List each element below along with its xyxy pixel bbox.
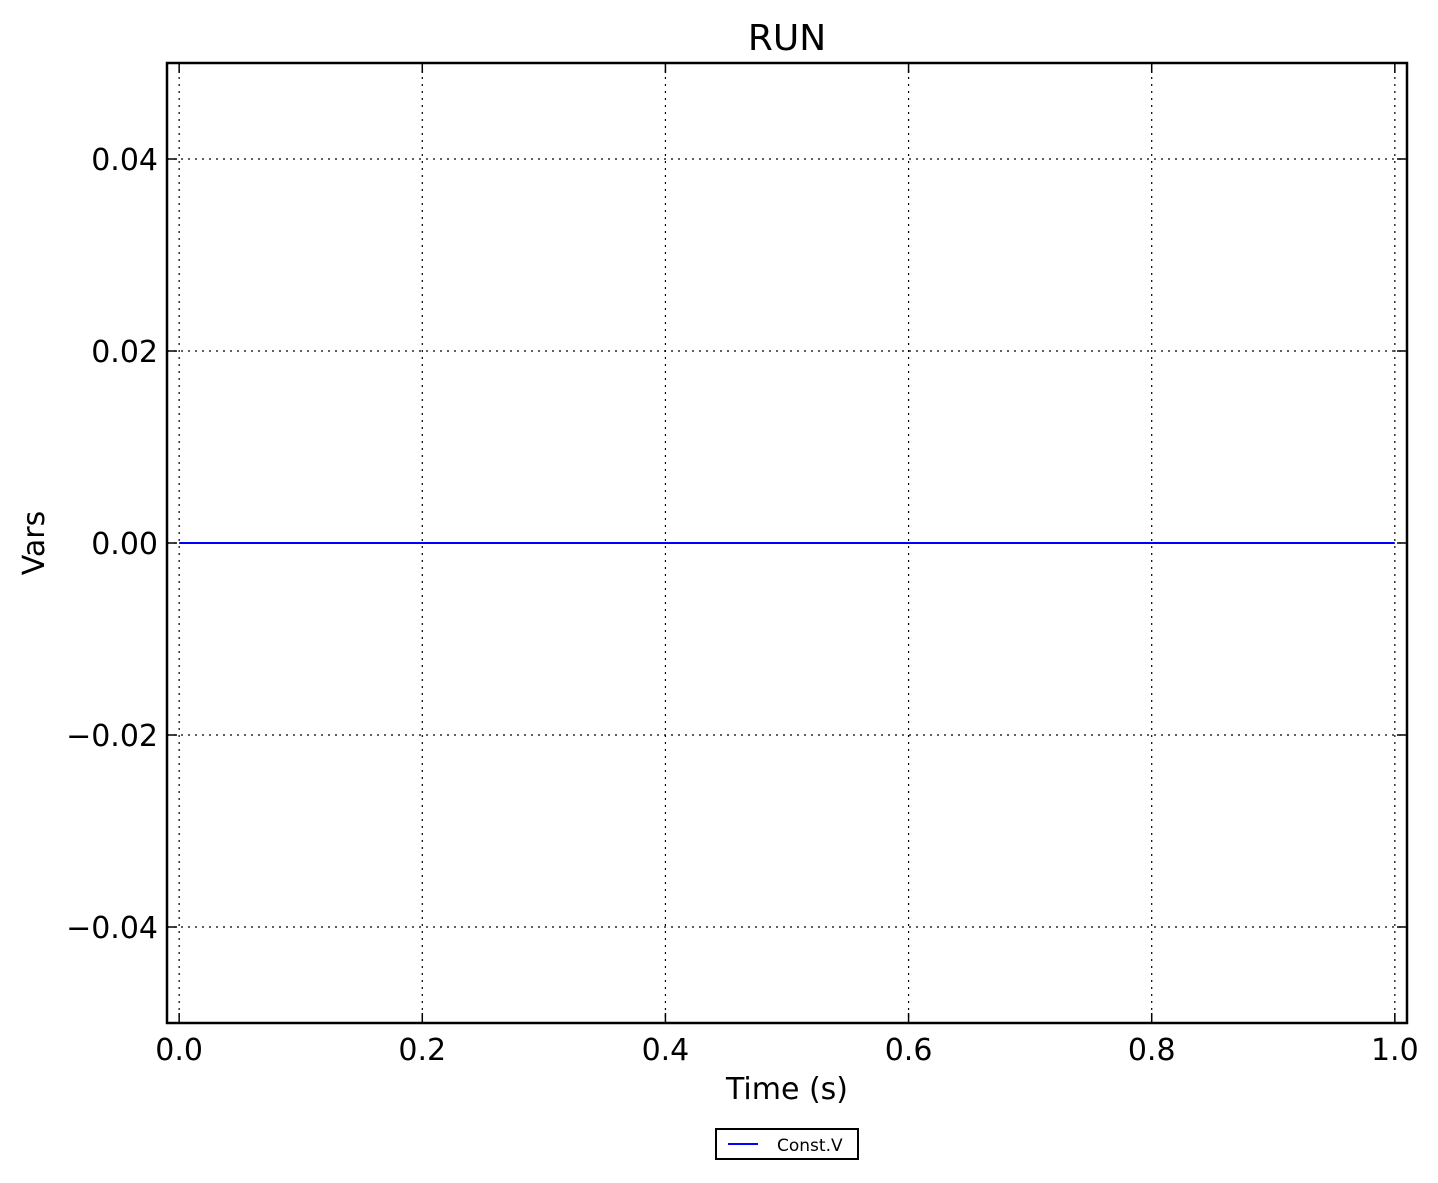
- y-tick-label: −0.04: [66, 911, 158, 946]
- x-tick-label: 0.0: [155, 1033, 203, 1068]
- x-tick-label: 0.4: [642, 1033, 690, 1068]
- y-tick-label: −0.02: [66, 719, 158, 754]
- x-axis-label: Time (s): [725, 1072, 848, 1107]
- ticks: 0.0 0.2 0.4 0.6 0.8 1.0 −0.04 −0.02 0.00 0.02 0.04: [66, 63, 1419, 1068]
- y-tick-label: 0.00: [91, 527, 158, 562]
- legend: Const.V: [715, 1128, 859, 1160]
- grid: [167, 63, 1407, 1023]
- x-tick-label: 0.6: [885, 1033, 933, 1068]
- y-axis-label: Vars: [17, 511, 52, 576]
- y-tick-label: 0.02: [91, 335, 158, 370]
- chart-title: RUN: [748, 18, 826, 59]
- y-tick-label: 0.04: [91, 143, 158, 178]
- legend-label-const-v: Const.V: [777, 1136, 843, 1156]
- x-tick-label: 1.0: [1371, 1033, 1419, 1068]
- x-tick-label: 0.2: [398, 1033, 446, 1068]
- x-tick-label: 0.8: [1128, 1033, 1176, 1068]
